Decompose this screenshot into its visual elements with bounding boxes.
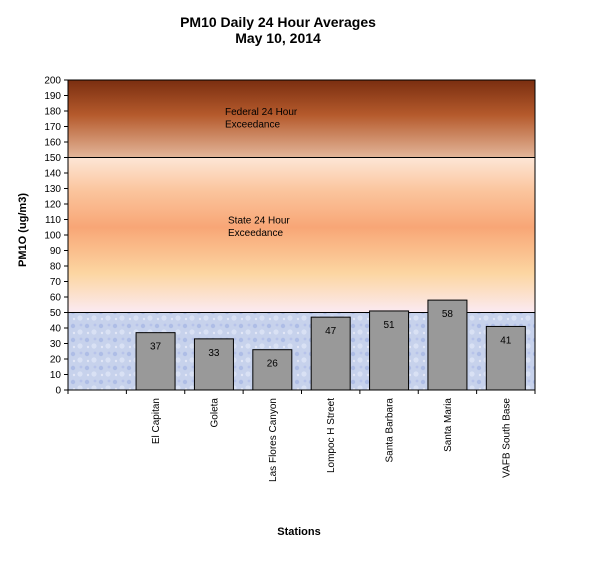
bar-value-label: 26 xyxy=(267,359,279,370)
y-tick-label: 0 xyxy=(55,386,61,397)
x-tick-label: Las Flores Canyon xyxy=(268,398,279,482)
bar-value-label: 41 xyxy=(500,335,512,346)
bar-value-label: 51 xyxy=(384,320,396,331)
federal-exceedance-band xyxy=(68,80,535,158)
y-tick-label: 110 xyxy=(45,215,61,226)
x-tick-label: Goleta xyxy=(209,398,220,428)
bar-value-label: 58 xyxy=(442,309,454,320)
bar-santa-barbara xyxy=(369,310,410,391)
y-tick-label: 100 xyxy=(44,231,61,242)
y-tick-label: 70 xyxy=(50,277,62,288)
bar-las-flores-canyon xyxy=(252,349,293,391)
bar-value-label: 33 xyxy=(208,348,220,359)
x-tick-label: Santa Barbara xyxy=(385,398,396,463)
y-axis-ticks: 0 10 20 30 40 50 60 70 80 90 100 110 120 130 140 150 160… xyxy=(44,76,68,397)
y-tick-label: 10 xyxy=(50,370,62,381)
x-axis-label: Stations xyxy=(277,526,320,538)
y-tick-label: 50 xyxy=(50,308,62,319)
y-tick-label: 180 xyxy=(44,107,61,118)
y-tick-label: 200 xyxy=(44,76,61,87)
bar-goleta xyxy=(193,338,234,391)
y-tick-label: 170 xyxy=(44,122,61,133)
x-tick-label: Santa Maria xyxy=(443,398,454,452)
y-tick-label: 90 xyxy=(50,246,62,257)
y-tick-label: 140 xyxy=(44,169,61,180)
x-tick-label: VAFB South Base xyxy=(501,398,512,478)
federal-band-label: Federal 24 Hour xyxy=(225,107,298,118)
state-band-label-line2: Exceedance xyxy=(228,228,283,239)
x-tick-label: El Capitan xyxy=(151,398,162,444)
bar-value-label: 37 xyxy=(150,342,162,353)
y-tick-label: 190 xyxy=(44,91,61,102)
y-tick-label: 160 xyxy=(44,138,61,149)
chart-subtitle: May 10, 2014 xyxy=(235,30,321,46)
y-tick-label: 60 xyxy=(50,293,62,304)
y-tick-label: 150 xyxy=(44,153,61,164)
y-axis-label: PM1O (ug/m3) xyxy=(17,193,29,267)
y-tick-label: 120 xyxy=(44,200,61,211)
y-tick-label: 130 xyxy=(44,184,61,195)
state-exceedance-band xyxy=(68,157,535,313)
x-axis-ticks: El Capitan Goleta Las Flores Canyon Lompoc … xyxy=(67,390,536,482)
bar-vafb-south-base xyxy=(485,325,526,391)
plot-frame xyxy=(67,79,536,391)
bar-el-capitan xyxy=(135,332,176,391)
y-tick-label: 20 xyxy=(50,355,62,366)
x-tick-label: Lompoc H Street xyxy=(326,398,337,473)
chart-title: PM10 Daily 24 Hour Averages xyxy=(180,14,376,30)
bar-lompoc-h-street xyxy=(310,316,351,391)
y-tick-label: 40 xyxy=(50,324,62,335)
bars-group: 37 33 26 47 51 58 41 xyxy=(135,299,526,391)
state-band-label: State 24 Hour xyxy=(228,216,290,227)
y-tick-label: 80 xyxy=(50,262,62,273)
y-tick-label: 30 xyxy=(50,339,62,350)
bar-santa-maria xyxy=(427,299,468,391)
bar-value-label: 47 xyxy=(325,326,337,337)
federal-band-label-line2: Exceedance xyxy=(225,119,280,130)
